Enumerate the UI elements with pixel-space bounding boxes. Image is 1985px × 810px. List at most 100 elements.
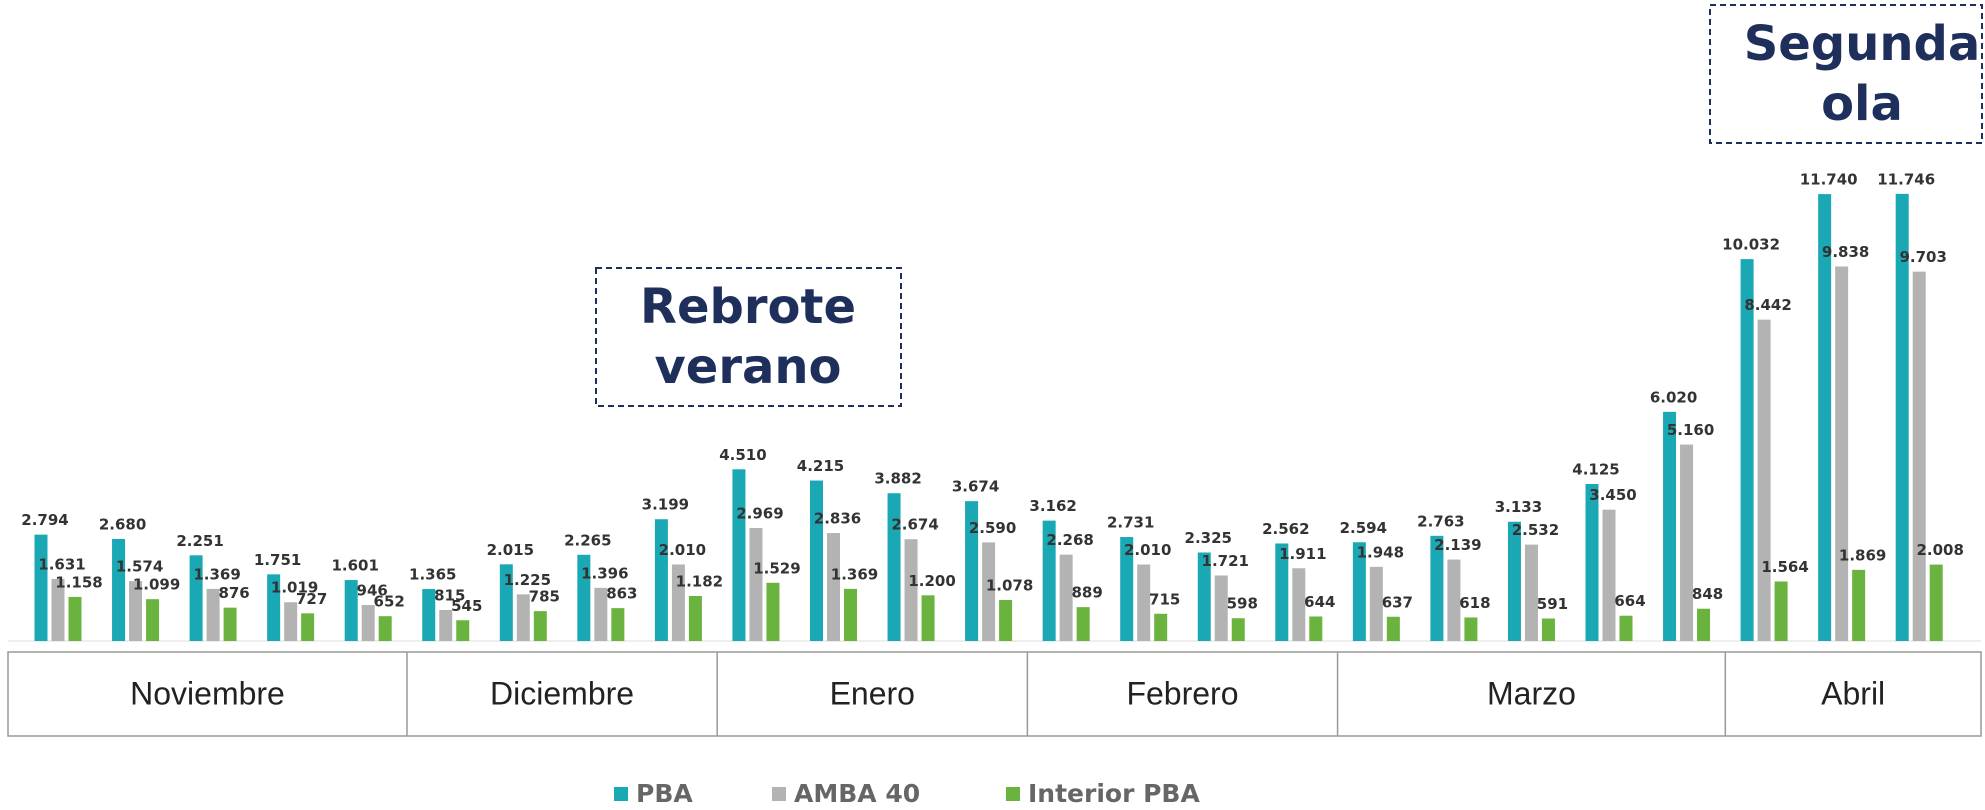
value-label: 785 — [529, 588, 560, 606]
bar — [1852, 569, 1866, 641]
value-label: 1.369 — [831, 565, 878, 583]
annotation: verano — [654, 339, 841, 395]
bar — [51, 578, 65, 641]
value-label: 637 — [1382, 593, 1413, 611]
value-label: 10.032 — [1722, 236, 1780, 254]
bar — [1835, 266, 1849, 641]
bar — [921, 595, 935, 641]
value-label: 591 — [1537, 595, 1568, 613]
value-label: 644 — [1304, 593, 1335, 611]
value-label: 1.369 — [193, 565, 240, 583]
bar — [223, 607, 237, 641]
value-label: 1.365 — [409, 566, 456, 584]
value-label: 2.562 — [1262, 520, 1309, 538]
bar — [1680, 444, 1694, 641]
bar — [1042, 520, 1056, 641]
legend-label: PBA — [636, 779, 693, 808]
legend-swatch — [772, 787, 786, 801]
value-label: 2.836 — [814, 510, 861, 528]
value-label: 1.564 — [1761, 558, 1808, 576]
annotation-box — [595, 267, 902, 407]
bar — [1137, 564, 1151, 641]
value-label: 3.133 — [1495, 498, 1542, 516]
bar — [982, 542, 996, 641]
value-label: 9.703 — [1899, 248, 1946, 266]
bar — [267, 574, 281, 641]
value-label: 2.532 — [1512, 521, 1559, 539]
value-label: 1.078 — [986, 576, 1033, 594]
month-label: Febrero — [1126, 675, 1238, 711]
value-label: 5.160 — [1667, 421, 1714, 439]
value-label: 4.125 — [1572, 460, 1619, 478]
value-label: 848 — [1692, 585, 1723, 603]
bar — [1386, 616, 1400, 641]
bar — [1447, 559, 1461, 641]
value-label: 2.325 — [1185, 529, 1232, 547]
value-label: 3.882 — [874, 470, 921, 488]
bar — [654, 519, 668, 641]
month-label: Enero — [830, 675, 915, 711]
value-label: 1.099 — [133, 576, 180, 594]
bar — [344, 580, 358, 641]
value-label: 11.740 — [1800, 171, 1858, 189]
annotation: Rebrote — [640, 279, 856, 335]
value-label: 8.442 — [1744, 296, 1791, 314]
value-label: 727 — [296, 590, 327, 608]
bar — [1154, 613, 1168, 641]
value-label: 1.574 — [116, 558, 163, 576]
value-label: 2.794 — [21, 511, 68, 529]
bar — [206, 588, 220, 641]
bar — [749, 527, 763, 641]
bar — [301, 613, 315, 641]
value-label: 618 — [1459, 594, 1490, 612]
value-label: 2.268 — [1046, 531, 1093, 549]
bar — [810, 480, 823, 641]
bar — [766, 582, 780, 641]
bar — [999, 599, 1013, 641]
month-label: Abril — [1821, 675, 1885, 711]
bar — [1464, 617, 1478, 641]
value-label: 1.601 — [331, 557, 378, 575]
value-label: 1.200 — [908, 572, 955, 590]
bar — [34, 534, 48, 641]
value-label: 815 — [434, 586, 465, 604]
bar — [1740, 259, 1754, 641]
bar — [1541, 618, 1555, 641]
value-label: 3.199 — [642, 496, 689, 514]
bar — [1757, 319, 1771, 641]
value-label: 1.396 — [581, 564, 628, 582]
bar — [516, 594, 530, 641]
bar — [1663, 411, 1677, 641]
value-label: 2.594 — [1340, 519, 1387, 537]
value-label: 2.680 — [99, 515, 146, 533]
bar — [827, 533, 840, 641]
bar — [732, 469, 746, 641]
value-label: 2.265 — [564, 531, 611, 549]
value-label: 3.450 — [1589, 486, 1636, 504]
bar — [1120, 537, 1134, 641]
bar — [1602, 509, 1616, 641]
value-label: 545 — [451, 597, 482, 615]
value-label: 6.020 — [1650, 388, 1697, 406]
bar — [577, 554, 591, 641]
bar — [112, 538, 126, 641]
bar — [1231, 618, 1245, 641]
value-label: 1.631 — [38, 555, 85, 573]
bar — [1309, 616, 1323, 641]
value-label: 652 — [374, 593, 405, 611]
value-label: 2.731 — [1107, 514, 1154, 532]
month-label: Marzo — [1487, 675, 1576, 711]
value-label: 598 — [1227, 595, 1258, 613]
bar — [671, 564, 685, 641]
bar — [904, 539, 918, 641]
legend-label: AMBA 40 — [794, 779, 920, 808]
value-label: 3.162 — [1029, 497, 1076, 515]
bar — [378, 616, 392, 641]
month-label: Diciembre — [490, 675, 634, 711]
value-label: 1.529 — [753, 559, 800, 577]
bar — [1507, 521, 1521, 641]
value-label: 2.969 — [736, 504, 783, 522]
bar — [1197, 552, 1211, 641]
bar — [1774, 581, 1788, 641]
value-label: 4.510 — [719, 446, 766, 464]
